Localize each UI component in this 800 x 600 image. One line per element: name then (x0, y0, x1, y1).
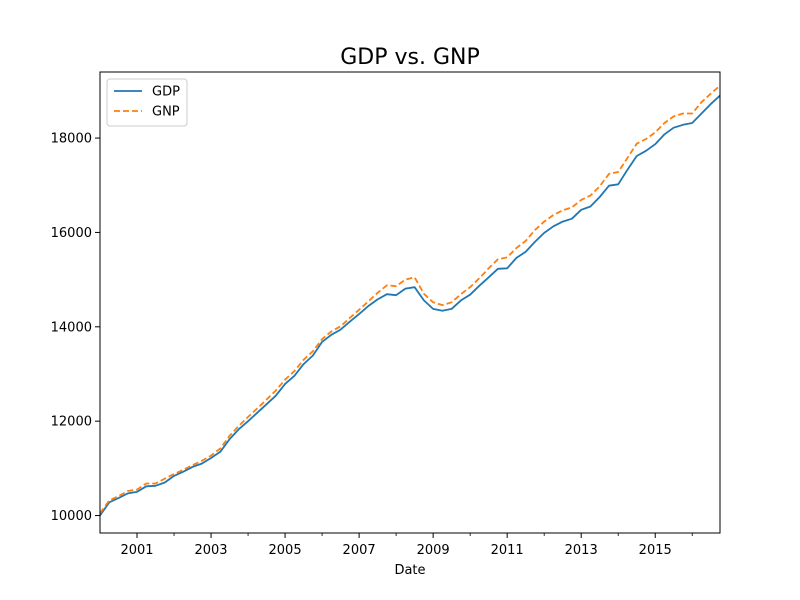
x-axis: 2001 2003 2005 2007 2009 2011 2013 2015 (120, 533, 693, 558)
x-tick-label: 2007 (343, 543, 376, 558)
x-tick-label: 2001 (120, 543, 153, 558)
x-tick-label: 2009 (417, 543, 450, 558)
x-tick-label: 2011 (491, 543, 524, 558)
series-line-gnp (99, 85, 721, 514)
x-tick-label: 2005 (269, 543, 302, 558)
series-line-gdp (99, 94, 721, 517)
x-tick-label: 2013 (565, 543, 598, 558)
y-tick-label: 18000 (51, 132, 92, 147)
x-tick-label: 2015 (639, 543, 672, 558)
y-tick-label: 10000 (51, 509, 92, 524)
y-tick-label: 14000 (51, 320, 92, 335)
chart-title: GDP vs. GNP (340, 45, 480, 70)
plot-background (100, 72, 720, 533)
y-axis: 10000 12000 14000 16000 18000 (51, 132, 100, 524)
legend-gnp-label: GNP (152, 105, 180, 120)
x-axis-label: Date (394, 563, 425, 578)
legend-gdp-label: GDP (152, 85, 180, 100)
x-tick-label: 2003 (194, 543, 227, 558)
plot-frame (99, 71, 721, 534)
legend: GDP GNP (106, 78, 188, 127)
plot-area (99, 71, 721, 534)
y-tick-label: 16000 (51, 226, 92, 241)
series-layer (99, 85, 721, 517)
y-tick-label: 12000 (51, 415, 92, 430)
